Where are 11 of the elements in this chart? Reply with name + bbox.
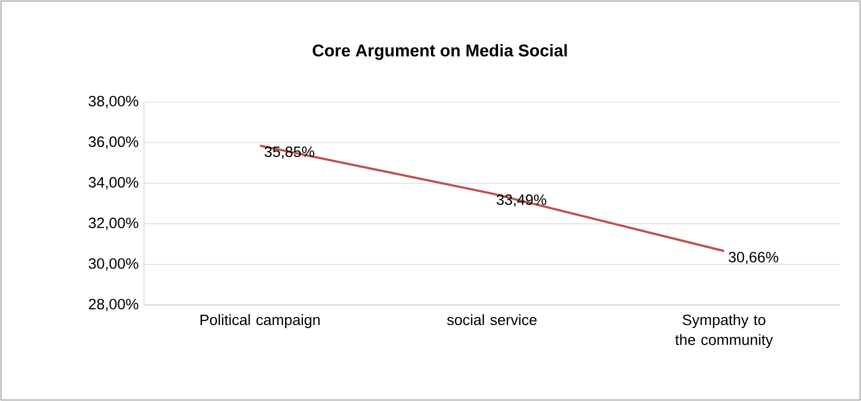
x-tick-label: Political campaign bbox=[200, 314, 320, 328]
y-tick-label: 34,00% bbox=[88, 177, 138, 190]
y-tick-label: 36,00% bbox=[88, 136, 138, 149]
x-tick-label: social service bbox=[447, 314, 537, 326]
y-tick-label: 38,00% bbox=[88, 96, 138, 108]
y-tick-label: 30,00% bbox=[88, 258, 138, 271]
data-label: 30,66% bbox=[728, 252, 778, 264]
y-tick-label: 28,00% bbox=[88, 298, 138, 312]
chart-title: Core Argument on Media Social bbox=[312, 44, 567, 60]
x-tick-label: Sympathy to the community bbox=[675, 314, 773, 348]
y-tick-label: 32,00% bbox=[88, 218, 138, 230]
